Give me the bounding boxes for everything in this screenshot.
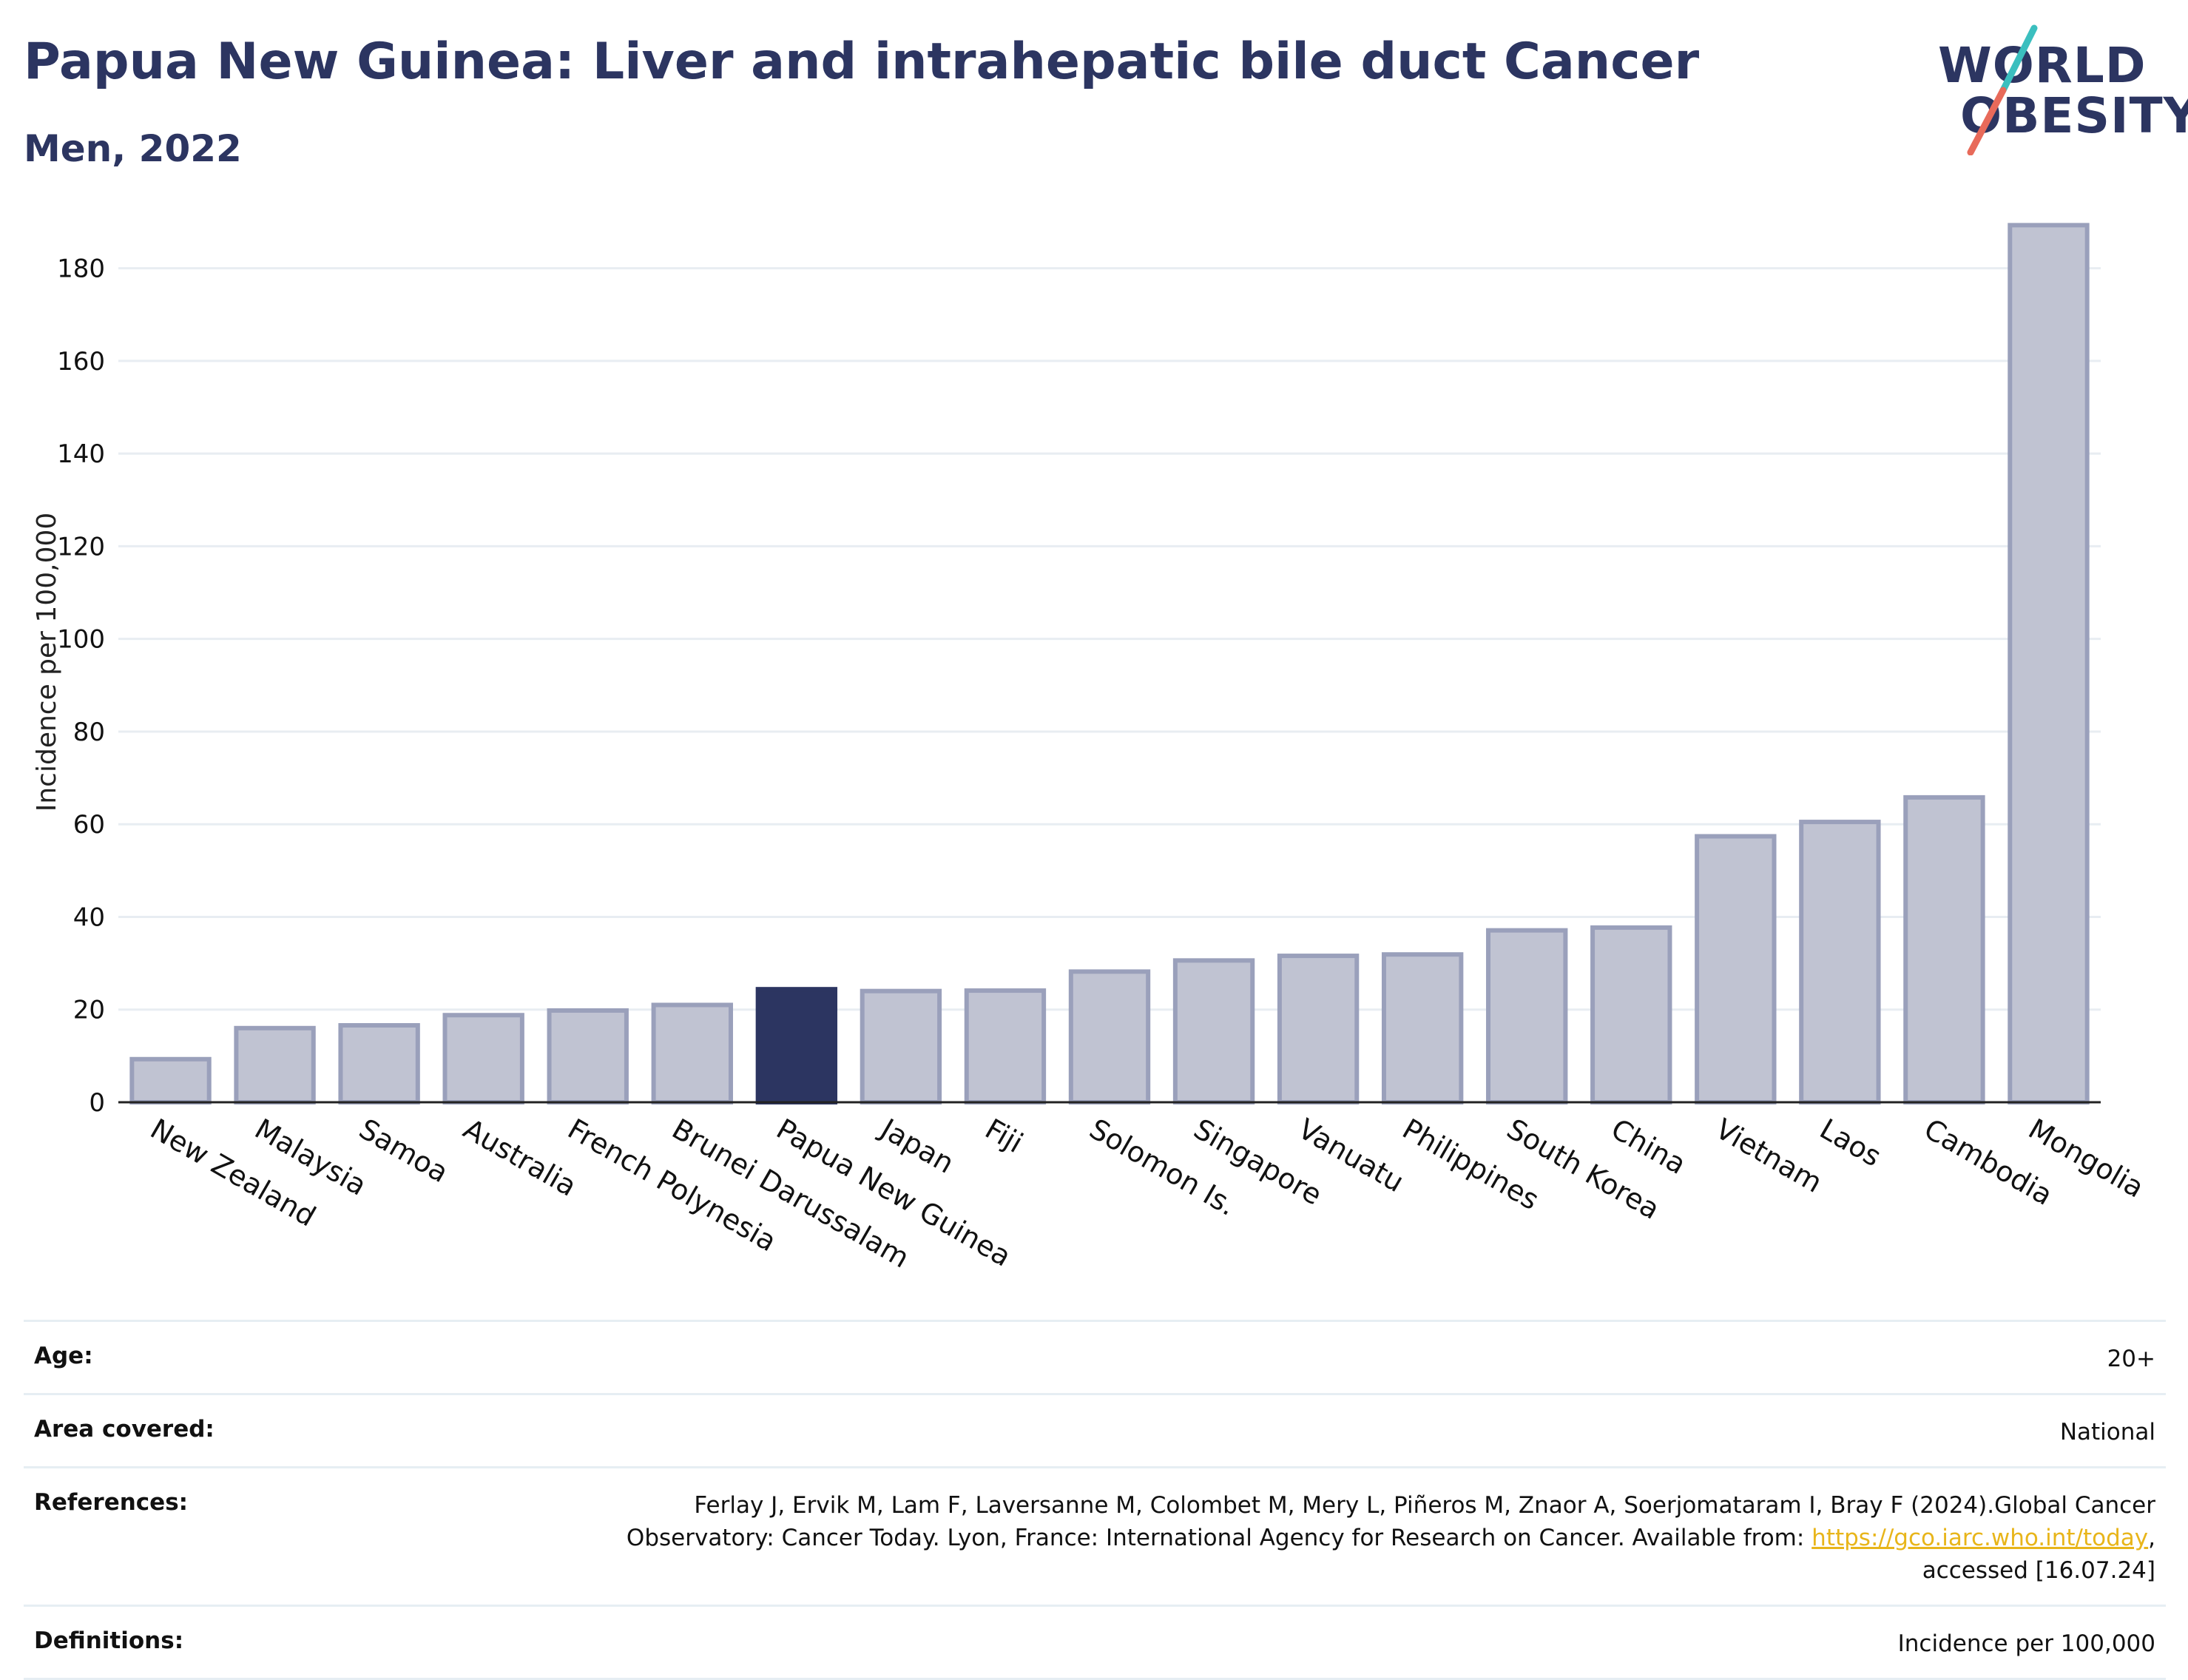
info-table: Age: 20+ Area covered: National Referenc… (24, 1320, 2166, 1680)
logo-line-1: WORLD (1938, 37, 2147, 94)
bar (1799, 820, 1881, 1104)
x-tick-label: Laos (1814, 1113, 1887, 1173)
age-label: Age: (34, 1343, 93, 1369)
definitions-value: Incidence per 100,000 (1897, 1630, 2155, 1657)
y-tick-label: 40 (73, 903, 105, 932)
bar (1903, 795, 1985, 1104)
area-label: Area covered: (34, 1416, 215, 1443)
y-tick-label: 80 (73, 718, 105, 747)
bar (1068, 969, 1151, 1104)
bar (2008, 223, 2090, 1105)
y-tick-label: 20 (73, 996, 105, 1025)
bar (547, 1008, 629, 1105)
x-tick-label: Vietnam (1710, 1113, 1828, 1199)
bar (442, 1013, 524, 1105)
bar (1277, 954, 1360, 1105)
world-obesity-logo: WORLD OBESITY (1931, 22, 2188, 155)
references-value: Ferlay J, Ervik M, Lam F, Laversanne M, … (565, 1489, 2155, 1587)
y-tick-label: 60 (73, 810, 105, 840)
bar (129, 1056, 212, 1105)
info-row-age: Age: 20+ (24, 1320, 2166, 1393)
y-tick-label: 160 (57, 347, 105, 377)
bar (651, 1002, 733, 1104)
area-value: National (2059, 1419, 2155, 1445)
chart-subtitle: Men, 2022 (24, 127, 242, 170)
bar (234, 1025, 316, 1104)
y-tick-label: 180 (57, 254, 105, 284)
y-tick-label: 120 (57, 532, 105, 561)
x-tick-label: Fiji (979, 1113, 1028, 1159)
y-axis-title: Incidence per 100,000 (32, 513, 62, 812)
chart-title: Papua New Guinea: Liver and intrahepatic… (24, 33, 1700, 91)
bar (1486, 928, 1568, 1104)
bar (964, 988, 1047, 1104)
bar (755, 987, 838, 1105)
info-row-area: Area covered: National (24, 1393, 2166, 1466)
info-row-definitions: Definitions: Incidence per 100,000 (24, 1605, 2166, 1680)
references-label: References: (34, 1489, 189, 1516)
references-text-2: , accessed [16.07.24] (1922, 1525, 2155, 1584)
bar-chart: 0 20 40 60 80 100 120 140 160 180 Incidence per 10… (32, 223, 2150, 1275)
bar (1590, 925, 1672, 1105)
references-link[interactable]: https://gco.iarc.who.int/today (1811, 1525, 2149, 1551)
bar (860, 988, 942, 1104)
info-row-references: References: Ferlay J, Ervik M, Lam F, La… (24, 1466, 2166, 1605)
references-text-1: Ferlay J, Ervik M, Lam F, Laversanne M, … (626, 1492, 2155, 1551)
logo-slash-icon (1967, 24, 2038, 155)
y-tick-label: 0 (89, 1088, 105, 1118)
age-value: 20+ (2107, 1346, 2155, 1372)
bar (1695, 834, 1777, 1104)
x-tick-label: Australia (458, 1113, 582, 1203)
bar (1172, 958, 1255, 1105)
definitions-label: Definitions: (34, 1627, 184, 1654)
bar (1381, 952, 1464, 1105)
y-tick-label: 100 (57, 625, 105, 655)
y-tick-label: 140 (57, 439, 105, 469)
bar (338, 1023, 420, 1105)
